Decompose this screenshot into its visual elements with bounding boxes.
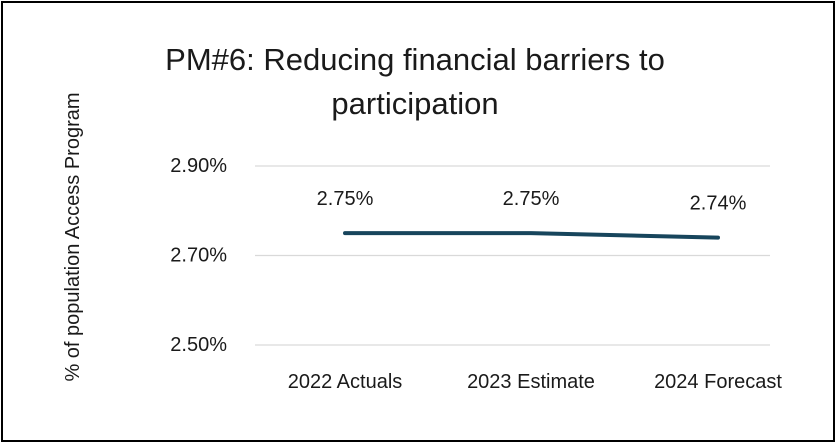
data-point [530, 232, 532, 234]
data-label: 2.74% [690, 193, 747, 215]
data-point [717, 237, 719, 239]
chart-title: PM#6: Reducing financial barriers to par… [165, 42, 665, 121]
y-tick-label: 2.50% [170, 334, 227, 356]
series-line [343, 231, 720, 240]
data-label: 2.75% [503, 188, 560, 210]
y-tick-label: 2.90% [170, 155, 227, 177]
y-tick-label: 2.70% [170, 245, 227, 267]
y-tick-labels: 2.50% 2.70% 2.90% [170, 155, 227, 356]
series-line-layer [343, 231, 720, 240]
x-tick-label: 2024 Forecast [654, 371, 782, 393]
gridlines [255, 165, 770, 346]
data-labels: 2.75% 2.75% 2.74% [317, 188, 747, 214]
x-tick-label: 2023 Estimate [467, 371, 595, 393]
x-tick-label: 2022 Actuals [288, 371, 403, 393]
data-point [344, 232, 346, 234]
data-label: 2.75% [317, 188, 374, 210]
x-tick-labels: 2022 Actuals 2023 Estimate 2024 Forecast [288, 371, 783, 393]
